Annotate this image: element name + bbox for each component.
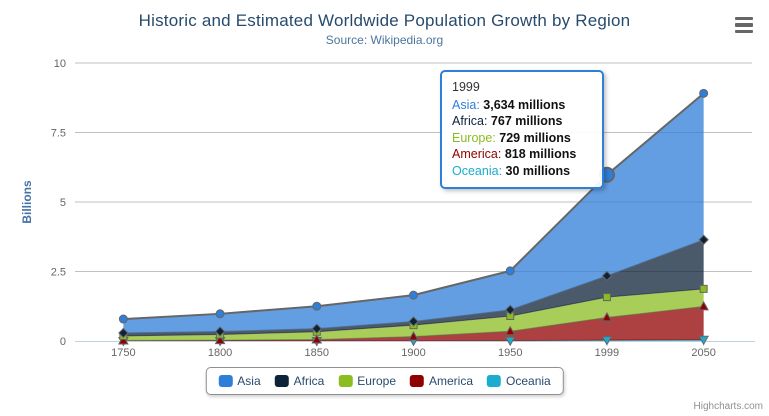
point-marker-america-1800[interactable] xyxy=(214,334,226,345)
point-marker-america-2050[interactable] xyxy=(698,300,709,311)
legend-item-africa[interactable]: Africa xyxy=(274,374,325,388)
point-marker-america-1900[interactable] xyxy=(408,330,419,341)
series-area-africa[interactable] xyxy=(123,239,704,336)
y-axis-label-5: 5 xyxy=(60,197,66,209)
menu-bar xyxy=(735,23,753,27)
legend-item-oceania[interactable]: Oceania xyxy=(487,374,551,388)
y-axis-label-10: 10 xyxy=(54,58,66,70)
point-marker-africa-1850[interactable] xyxy=(311,323,322,334)
x-axis-label-1800: 1800 xyxy=(208,347,232,359)
y-axis-label-2.5: 2.5 xyxy=(51,267,66,279)
point-marker-europe-2050[interactable] xyxy=(699,284,708,293)
europe-legend-swatch-icon xyxy=(338,375,353,387)
export-hamburger-menu-icon[interactable] xyxy=(735,17,753,33)
tooltip-row-africa: Africa: 767 millions xyxy=(452,114,563,128)
tooltip: 1999 Asia: 3,634 millions Africa: 767 mi… xyxy=(440,70,604,189)
legend-item-asia[interactable]: Asia xyxy=(218,374,261,388)
point-marker-asia-1900[interactable] xyxy=(409,290,418,300)
x-axis-label-2050: 2050 xyxy=(691,347,715,359)
point-marker-asia-1950[interactable] xyxy=(505,266,515,276)
y-axis-label-7.5: 7.5 xyxy=(51,128,66,140)
oceania-legend-swatch-icon xyxy=(487,375,502,387)
x-axis-label-1999: 1999 xyxy=(595,347,619,359)
point-marker-europe-1999[interactable] xyxy=(602,293,611,302)
legend-label: Africa xyxy=(293,374,325,388)
menu-bar xyxy=(735,17,753,21)
series-area-america[interactable] xyxy=(123,306,704,341)
point-marker-asia-1750[interactable] xyxy=(118,314,128,324)
x-axis-label-1950: 1950 xyxy=(498,347,522,359)
point-marker-africa-2050[interactable] xyxy=(698,234,709,245)
x-axis-label-1750: 1750 xyxy=(111,347,135,359)
point-marker-america-1850[interactable] xyxy=(311,333,323,344)
point-marker-oceania-2050[interactable] xyxy=(698,335,709,346)
legend: Asia Africa Europe America Oceania xyxy=(205,367,564,395)
asia-legend-swatch-icon xyxy=(218,375,233,387)
point-marker-africa-1900[interactable] xyxy=(408,316,419,327)
highcharts-credits-link[interactable]: Highcharts.com xyxy=(693,401,763,412)
series-area-asia[interactable] xyxy=(123,93,704,333)
chart-title: Historic and Estimated Worldwide Populat… xyxy=(138,11,631,30)
tooltip-row-america: America: 818 millions xyxy=(452,147,577,161)
tooltip-row-asia: Asia: 3,634 millions xyxy=(452,97,566,112)
point-marker-oceania-1950[interactable] xyxy=(504,336,516,347)
chart-subtitle: Source: Wikipedia.org xyxy=(325,33,444,47)
x-axis-label-1900: 1900 xyxy=(401,347,425,359)
point-marker-asia-1800[interactable] xyxy=(215,309,225,319)
y-axis-title: Billions xyxy=(20,180,34,224)
tooltip-header: 1999 xyxy=(452,80,480,94)
point-marker-africa-1950[interactable] xyxy=(505,304,516,316)
x-axis-label-1850: 1850 xyxy=(305,347,329,359)
legend-label: Europe xyxy=(357,374,397,388)
point-marker-america-1950[interactable] xyxy=(504,325,516,336)
legend-item-europe[interactable]: Europe xyxy=(338,374,396,388)
africa-legend-swatch-icon xyxy=(274,375,289,387)
legend-label: America xyxy=(429,374,474,388)
menu-bar xyxy=(735,29,753,33)
point-marker-america-1999[interactable] xyxy=(601,311,613,322)
point-marker-africa-1750[interactable] xyxy=(118,327,129,339)
legend-label: Asia xyxy=(237,374,261,388)
point-marker-africa-1800[interactable] xyxy=(214,326,226,337)
point-marker-africa-1999[interactable] xyxy=(601,270,613,282)
point-marker-oceania-1999[interactable] xyxy=(601,336,613,346)
tooltip-row-oceania: Oceania: 30 millions xyxy=(452,163,571,178)
point-marker-america-1750[interactable] xyxy=(118,334,129,345)
america-legend-swatch-icon xyxy=(410,375,425,387)
legend-item-america[interactable]: America xyxy=(410,374,473,388)
point-marker-asia-2050[interactable] xyxy=(699,88,709,98)
legend-label: Oceania xyxy=(506,374,551,388)
tooltip-row-europe: Europe: 729 millions xyxy=(452,130,571,145)
point-marker-asia-1850[interactable] xyxy=(312,301,322,311)
y-axis-label-0: 0 xyxy=(60,336,66,348)
